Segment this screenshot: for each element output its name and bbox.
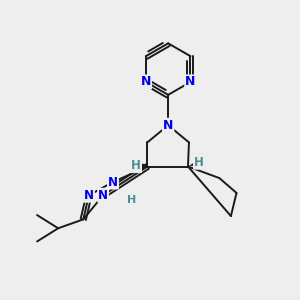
Text: N: N bbox=[84, 189, 94, 202]
Text: N: N bbox=[185, 76, 196, 88]
Polygon shape bbox=[136, 162, 147, 170]
Text: N: N bbox=[98, 189, 108, 202]
Text: N: N bbox=[141, 76, 151, 88]
Text: H: H bbox=[127, 194, 136, 205]
Text: N: N bbox=[108, 176, 118, 188]
Text: N: N bbox=[163, 119, 173, 132]
Text: H: H bbox=[131, 159, 141, 172]
Text: H: H bbox=[194, 156, 204, 169]
